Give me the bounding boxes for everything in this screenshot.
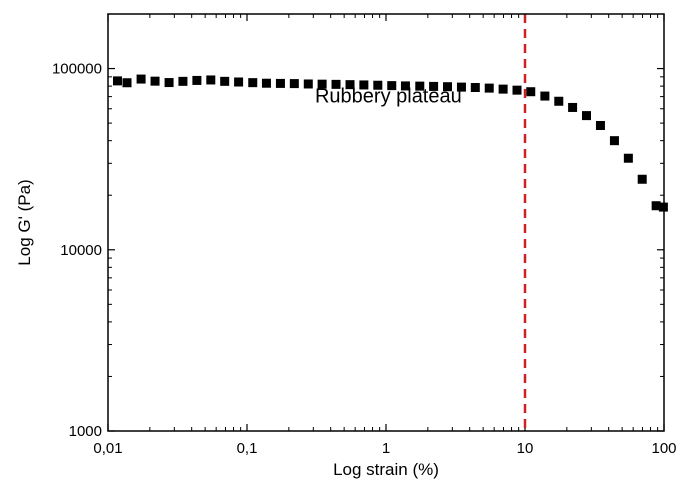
data-point <box>609 136 619 146</box>
x-tick-label: 0,1 <box>237 440 258 457</box>
data-point <box>526 87 536 97</box>
data-point <box>651 201 661 211</box>
data-point <box>248 78 258 88</box>
data-point <box>275 78 285 88</box>
data-point <box>150 76 160 86</box>
data-point <box>512 85 522 95</box>
data-point <box>582 111 592 121</box>
x-tick-label: 100 <box>651 440 676 457</box>
y-axis-label: Log G' (Pa) <box>15 179 34 265</box>
data-point <box>234 77 244 87</box>
data-point <box>122 78 132 88</box>
data-point <box>400 81 410 91</box>
x-tick-label: 0,01 <box>93 440 122 457</box>
data-point <box>484 83 494 93</box>
data-point <box>387 81 397 91</box>
data-point <box>136 74 146 84</box>
plot-frame <box>107 13 665 432</box>
data-point <box>317 79 327 89</box>
data-point <box>359 80 369 90</box>
data-point <box>623 153 633 163</box>
y-tick-label: 100000 <box>52 61 102 78</box>
y-axis-ticks: 1000 10000 100000 <box>52 61 664 440</box>
y-tick-label: 10000 <box>60 242 102 259</box>
data-point <box>554 96 564 106</box>
data-point <box>178 76 188 86</box>
annotation-rubbery-plateau: Rubbery plateau <box>315 85 462 107</box>
data-point <box>289 79 299 89</box>
x-tick-label: 10 <box>517 440 534 457</box>
data-point <box>220 76 230 86</box>
data-point <box>429 81 439 91</box>
data-point <box>443 82 453 92</box>
data-point <box>456 82 466 92</box>
x-tick-label: 1 <box>382 440 390 457</box>
data-point <box>415 81 425 91</box>
data-point <box>192 75 202 85</box>
data-point <box>373 80 383 90</box>
data-point <box>595 121 605 131</box>
y-tick-label: 1000 <box>69 423 102 440</box>
x-axis-label: Log strain (%) <box>333 460 439 479</box>
data-point <box>112 76 122 86</box>
data-point <box>164 78 174 88</box>
data-point <box>568 102 578 112</box>
data-point <box>303 79 313 89</box>
data-point <box>206 75 216 85</box>
data-point <box>261 78 271 88</box>
data-point <box>637 174 647 184</box>
data-point <box>470 83 480 93</box>
data-point <box>345 80 355 90</box>
data-point <box>331 79 341 89</box>
data-point <box>498 84 508 94</box>
data-point <box>540 91 550 101</box>
